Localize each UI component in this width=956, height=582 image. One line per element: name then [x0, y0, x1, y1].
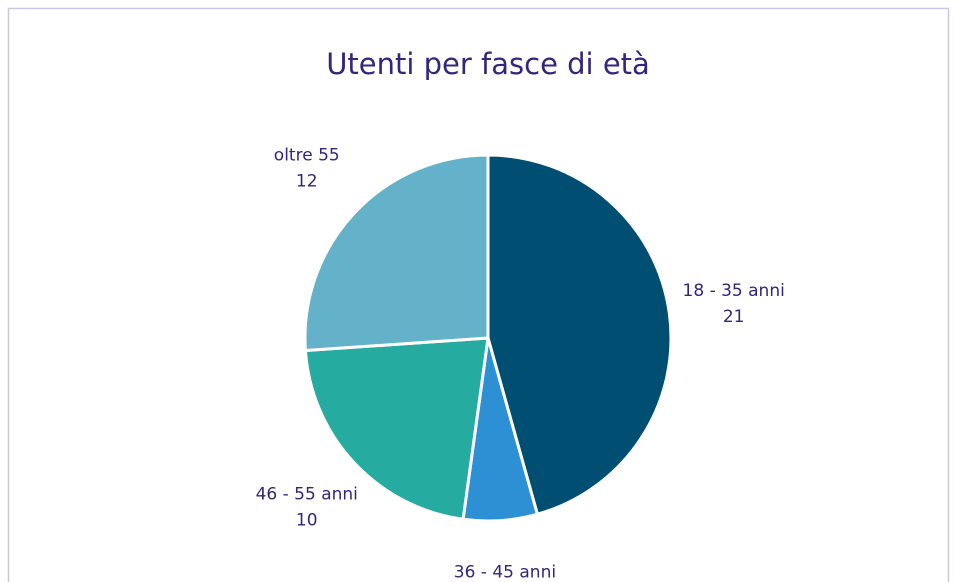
pie-slice [486, 153, 673, 517]
slice-label: oltre 55 [274, 146, 340, 166]
pie-slice [303, 153, 490, 353]
slice-value: 10 [296, 510, 318, 530]
slice-label: 46 - 55 anni [256, 484, 358, 504]
slice-value: 12 [296, 172, 318, 192]
slice-label: 18 - 35 anni [683, 281, 785, 301]
slice-value: 21 [723, 307, 745, 327]
slice-label: 36 - 45 anni [454, 562, 556, 582]
pie-slice [303, 336, 490, 521]
chart-title: Utenti per fasce di età [326, 47, 650, 81]
